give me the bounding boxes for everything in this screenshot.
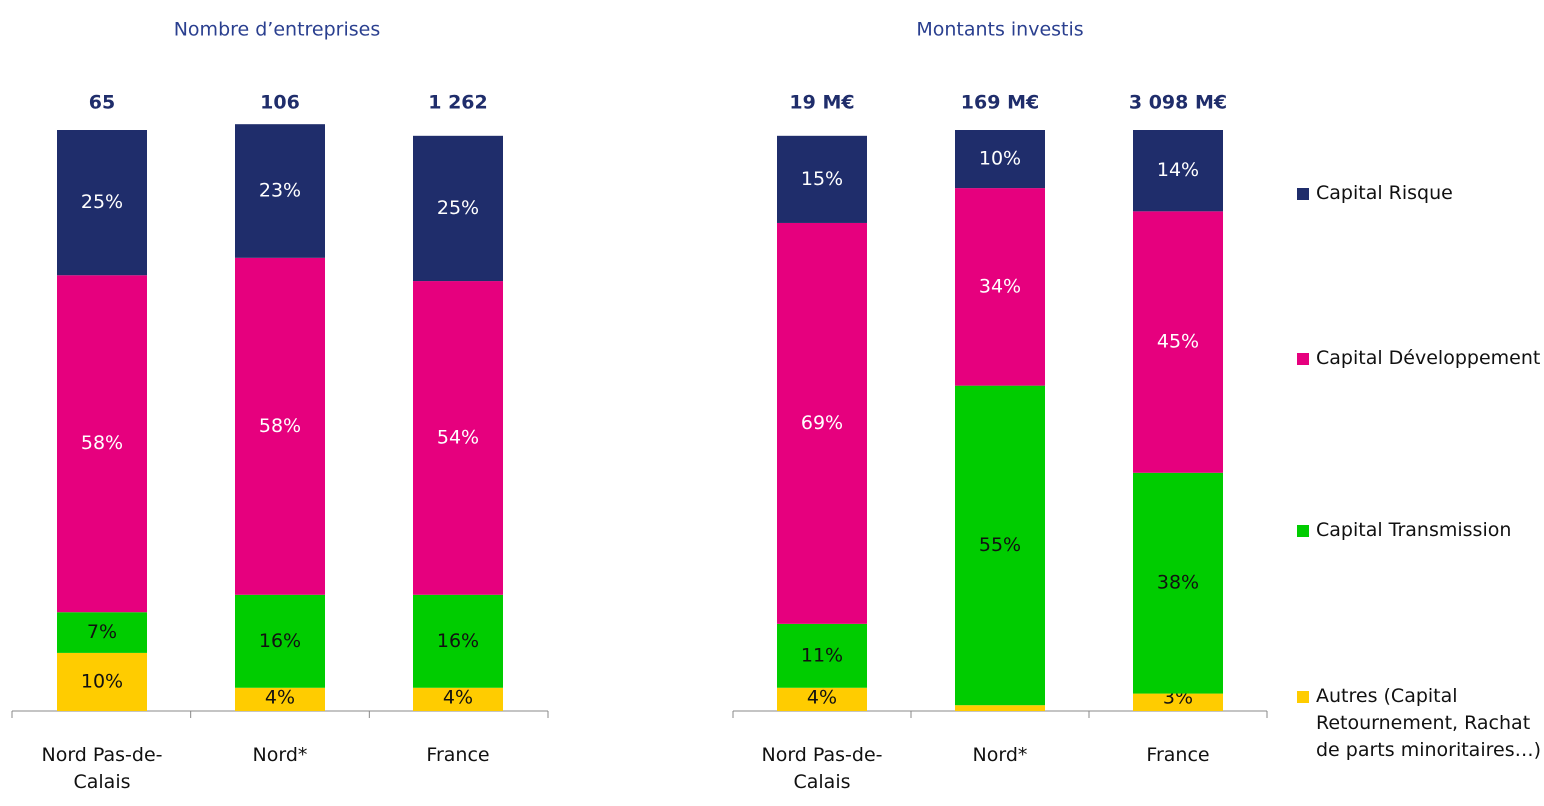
value-label: 38% [1157,572,1199,594]
x-tick-label: Nord Pas-de-Calais [761,744,883,793]
legend-swatch [1297,188,1309,200]
value-label: 23% [259,180,301,202]
value-label: 58% [81,432,123,454]
x-tick-label: Nord Pas-de-Calais [41,744,163,793]
bar-segment [955,705,1045,711]
bar-segment [955,130,1045,189]
bar-segment [413,281,503,595]
bar-segment [235,257,325,595]
bar-segment [235,687,325,711]
legend-swatch [1297,691,1309,703]
x-tick-label: Nord* [252,744,308,766]
bar-segment [1133,211,1223,473]
total-label: 19 M€ [789,92,854,114]
bar-segment [57,652,147,711]
bar-segment [57,275,147,613]
value-label: 10% [979,148,1021,170]
value-label: 4% [443,687,473,709]
legend-label: Autres (Capital Retournement, Rachat de … [1316,685,1542,761]
value-label: 25% [437,197,479,219]
value-label: 11% [801,644,843,666]
x-tick-label: Nord* [972,744,1028,766]
bar-segment [413,687,503,711]
total-label: 3 098 M€ [1129,92,1227,114]
total-label: 1 262 [428,92,488,114]
bar-segment [235,594,325,688]
value-label: 58% [259,415,301,437]
value-label: 7% [87,621,117,643]
legend-label: Capital Risque [1316,182,1453,204]
bar-segment [57,612,147,653]
value-label: 55% [979,534,1021,556]
bar-segment [777,623,867,688]
bar-segment [1133,472,1223,694]
bar-segment [777,687,867,711]
value-label: 16% [259,630,301,652]
value-label: 45% [1157,331,1199,353]
chart-title: Nombre d’entreprises [174,19,381,41]
bar-segment [955,188,1045,386]
x-tick-label: France [426,744,490,766]
bar-segment [777,222,867,624]
bar-segment [57,130,147,276]
value-label: 4% [807,687,837,709]
value-label: 15% [801,168,843,190]
value-label: 4% [265,687,295,709]
legend-label: Capital Développement [1316,347,1541,369]
value-label: 14% [1157,159,1199,181]
total-label: 106 [260,92,300,114]
legend-swatch [1297,525,1309,537]
bar-segment [1133,693,1223,711]
x-tick-label: France [1146,744,1210,766]
value-label: 25% [81,191,123,213]
legend-label: Capital Transmission [1316,519,1512,541]
value-label: 34% [979,275,1021,297]
bar-segment [955,385,1045,706]
chart-title: Montants investis [916,19,1083,41]
value-label: 69% [801,412,843,434]
bar-segment [1133,130,1223,212]
total-label: 65 [89,92,115,114]
bar-segment [777,135,867,223]
bar-segment [235,124,325,258]
value-label: 54% [437,426,479,448]
value-label: 16% [437,630,479,652]
bar-segment [413,594,503,688]
total-label: 169 M€ [961,92,1039,114]
bar-segment [413,135,503,282]
value-label: 10% [81,670,123,692]
legend-swatch [1297,353,1309,365]
